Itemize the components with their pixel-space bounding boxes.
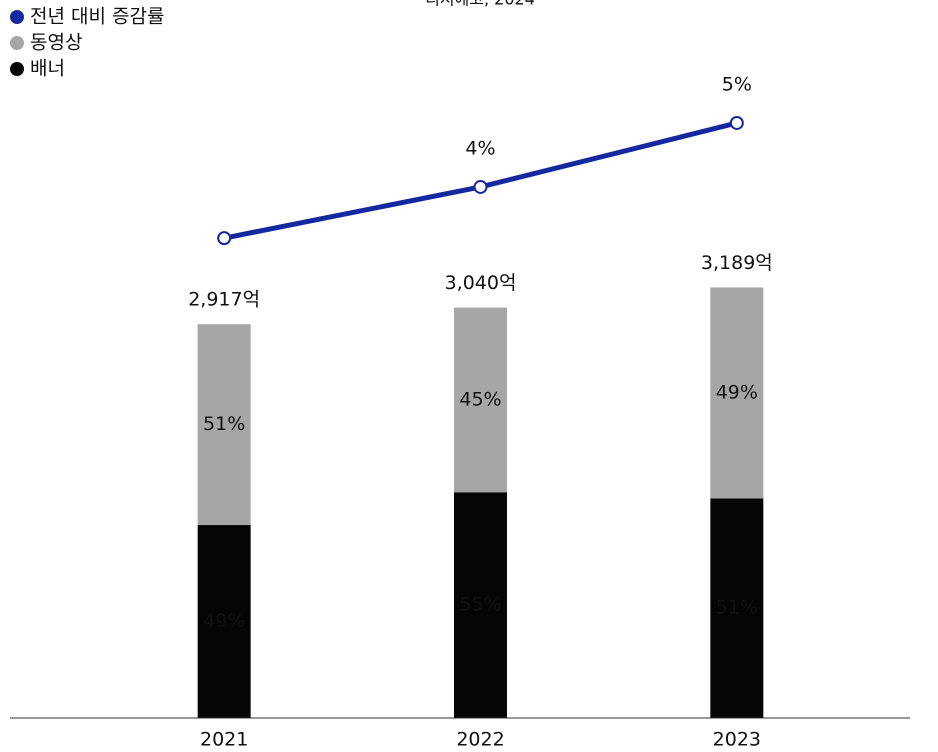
total-label: 3,189억 [701, 252, 773, 274]
x-tick-label: 2022 [456, 729, 504, 751]
bar-segment [197, 525, 251, 718]
line-label: 5% [722, 73, 752, 95]
bar-segment [454, 492, 507, 718]
segment-label: 55% [459, 594, 501, 616]
line-point [473, 179, 488, 194]
legend-label: 배너 [30, 58, 65, 80]
bar-segment [454, 307, 507, 493]
legend-label: 전년 대비 증감률 [30, 6, 164, 28]
bar-segment [710, 498, 764, 718]
segment-label: 51% [203, 413, 245, 435]
segment-label: 49% [203, 610, 245, 632]
legend-marker [10, 36, 24, 50]
total-label: 2,917억 [188, 289, 260, 311]
segment-label: 45% [459, 388, 501, 410]
x-tick-label: 2021 [200, 729, 248, 751]
line-label: 4% [465, 137, 495, 159]
total-label: 3,040억 [445, 272, 517, 294]
chart-subtitle: 디지에코, 2024 [425, 0, 535, 9]
segment-label: 51% [716, 597, 758, 619]
legend-label: 동영상 [30, 32, 82, 54]
line-point [729, 115, 744, 130]
legend-marker [10, 10, 24, 24]
segment-label: 49% [716, 381, 758, 403]
legend-marker [10, 62, 24, 76]
bar-segment [710, 287, 764, 499]
x-tick-label: 2023 [713, 729, 761, 751]
line-point [217, 231, 232, 246]
bar-segment [197, 324, 251, 526]
